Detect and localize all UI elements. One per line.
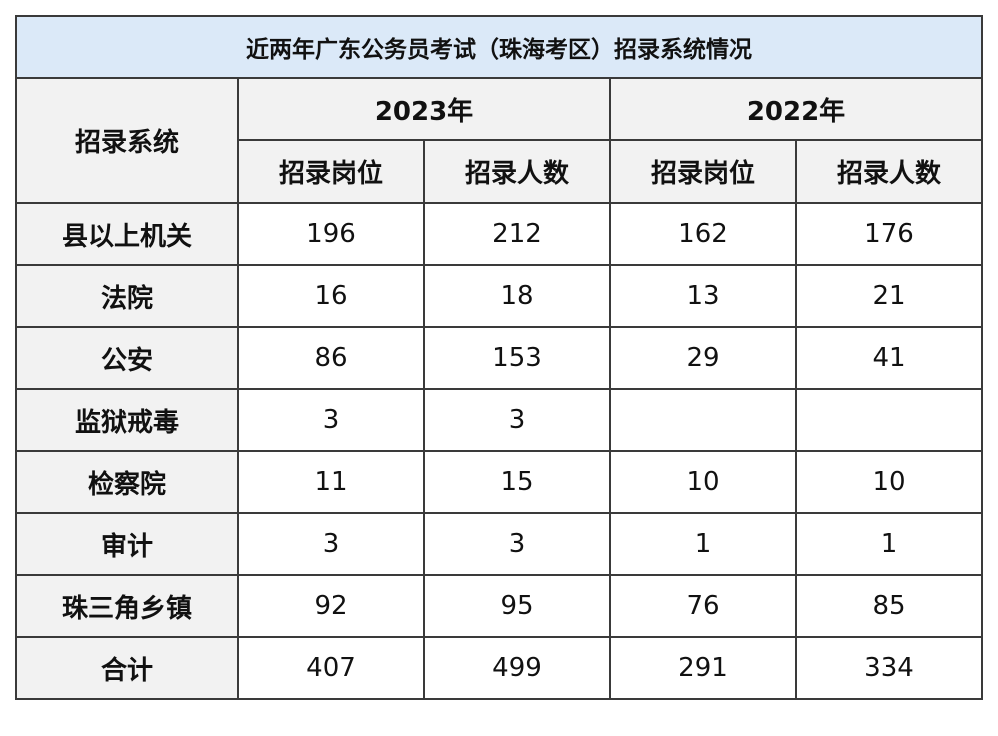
cell-2023-positions: 11 bbox=[237, 450, 425, 514]
cell-2022-positions bbox=[609, 388, 797, 452]
table-row: 监狱戒毒 3 3 bbox=[15, 388, 983, 452]
table-row: 法院 16 18 13 21 bbox=[15, 264, 983, 328]
table-title: 近两年广东公务员考试（珠海考区）招录系统情况 bbox=[15, 15, 983, 79]
cell-2022-positions: 1 bbox=[609, 512, 797, 576]
cell-2022-people: 334 bbox=[795, 636, 983, 700]
table-row: 公安 86 153 29 41 bbox=[15, 326, 983, 390]
cell-2022-people: 41 bbox=[795, 326, 983, 390]
col-header-2022-people: 招录人数 bbox=[795, 139, 983, 204]
row-label: 法院 bbox=[15, 264, 239, 328]
table-row-total: 合计 407 499 291 334 bbox=[15, 636, 983, 700]
cell-2023-positions: 407 bbox=[237, 636, 425, 700]
cell-2022-positions: 291 bbox=[609, 636, 797, 700]
row-label: 珠三角乡镇 bbox=[15, 574, 239, 638]
cell-2023-people: 153 bbox=[423, 326, 611, 390]
table-row: 县以上机关 196 212 162 176 bbox=[15, 202, 983, 266]
year-2022-header: 2022年 bbox=[609, 77, 983, 141]
cell-2023-positions: 86 bbox=[237, 326, 425, 390]
cell-2023-people: 3 bbox=[423, 388, 611, 452]
header-row-years: 招录系统 2023年 2022年 bbox=[15, 77, 983, 204]
cell-2023-people: 15 bbox=[423, 450, 611, 514]
table-row: 审计 3 3 1 1 bbox=[15, 512, 983, 576]
cell-2022-positions: 13 bbox=[609, 264, 797, 328]
row-label: 监狱戒毒 bbox=[15, 388, 239, 452]
cell-2022-people: 176 bbox=[795, 202, 983, 266]
cell-2022-people: 85 bbox=[795, 574, 983, 638]
cell-2023-people: 95 bbox=[423, 574, 611, 638]
cell-2022-positions: 76 bbox=[609, 574, 797, 638]
cell-2023-positions: 3 bbox=[237, 512, 425, 576]
row-label: 审计 bbox=[15, 512, 239, 576]
cell-2022-positions: 10 bbox=[609, 450, 797, 514]
cell-2023-positions: 92 bbox=[237, 574, 425, 638]
cell-2022-people: 10 bbox=[795, 450, 983, 514]
cell-2022-people: 1 bbox=[795, 512, 983, 576]
row-label: 县以上机关 bbox=[15, 202, 239, 266]
table-title-row: 近两年广东公务员考试（珠海考区）招录系统情况 bbox=[15, 15, 983, 79]
cell-2022-people bbox=[795, 388, 983, 452]
cell-2022-people: 21 bbox=[795, 264, 983, 328]
cell-2023-positions: 3 bbox=[237, 388, 425, 452]
col-header-2022-positions: 招录岗位 bbox=[609, 139, 797, 204]
col-header-2023-positions: 招录岗位 bbox=[237, 139, 425, 204]
recruitment-table: 近两年广东公务员考试（珠海考区）招录系统情况 招录系统 2023年 2022年 … bbox=[15, 15, 983, 700]
cell-2023-people: 499 bbox=[423, 636, 611, 700]
row-label: 合计 bbox=[15, 636, 239, 700]
cell-2023-people: 18 bbox=[423, 264, 611, 328]
cell-2023-people: 212 bbox=[423, 202, 611, 266]
system-header: 招录系统 bbox=[15, 77, 239, 204]
cell-2023-people: 3 bbox=[423, 512, 611, 576]
cell-2022-positions: 162 bbox=[609, 202, 797, 266]
cell-2023-positions: 196 bbox=[237, 202, 425, 266]
table-row: 检察院 11 15 10 10 bbox=[15, 450, 983, 514]
col-header-2023-people: 招录人数 bbox=[423, 139, 611, 204]
row-label: 检察院 bbox=[15, 450, 239, 514]
cell-2022-positions: 29 bbox=[609, 326, 797, 390]
cell-2023-positions: 16 bbox=[237, 264, 425, 328]
header-row-subcols: 招录岗位 招录人数 招录岗位 招录人数 bbox=[16, 139, 983, 204]
row-label: 公安 bbox=[15, 326, 239, 390]
year-2023-header: 2023年 bbox=[237, 77, 611, 141]
table-row: 珠三角乡镇 92 95 76 85 bbox=[15, 574, 983, 638]
